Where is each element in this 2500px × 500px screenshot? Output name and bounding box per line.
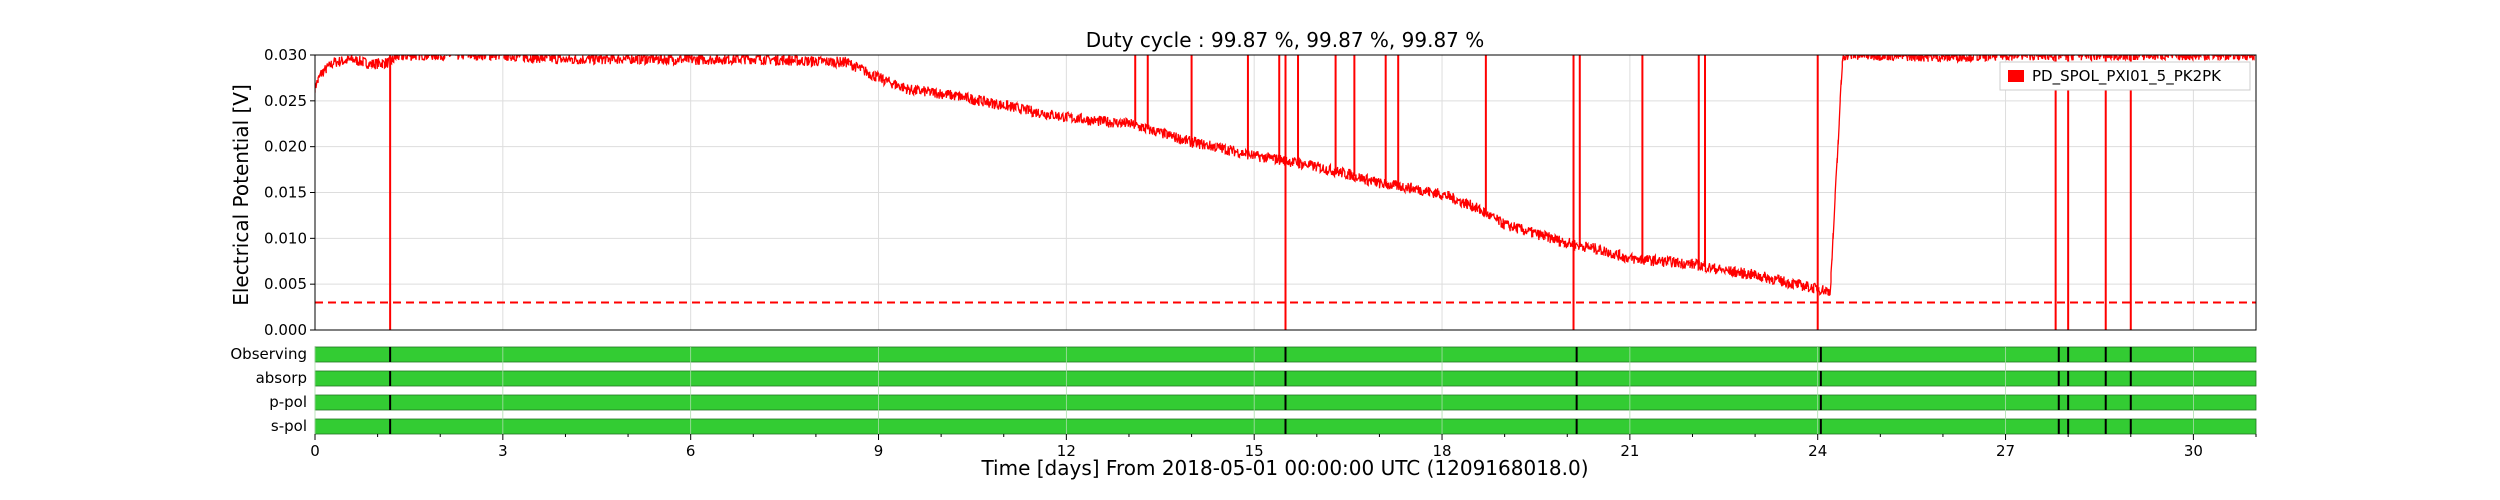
y-axis-label: Electrical Potential [V] — [229, 84, 253, 306]
legend-entry: PD_SPOL_PXI01_5_PK2PK — [2032, 67, 2222, 86]
x-tick-label: 15 — [1245, 442, 1264, 460]
x-tick-label: 9 — [874, 442, 884, 460]
legend-box — [1999, 61, 2251, 91]
y-tick-label: 0.015 — [264, 184, 307, 202]
y-tick-label: 0.000 — [264, 321, 307, 339]
y-tick-label: 0.020 — [264, 138, 307, 156]
x-tick-label: 3 — [498, 442, 508, 460]
y-tick-label: 0.025 — [264, 92, 307, 110]
x-tick-label: 0 — [310, 442, 320, 460]
segment-row-label: absorp — [256, 369, 307, 387]
y-tick-label: 0.030 — [264, 46, 307, 64]
segment-row-label: Observing — [230, 345, 307, 363]
x-tick-label: 6 — [686, 442, 696, 460]
main-plot-area: 0.000 0.005 0.010 0.015 0.020 0.025 0.030 — [264, 46, 2257, 339]
legend: PD_SPOL_PXI01_5_PK2PK — [1999, 61, 2251, 91]
segment-row-label: s-pol — [271, 417, 307, 435]
legend-swatch — [2008, 70, 2024, 82]
y-tick-label: 0.005 — [264, 275, 307, 293]
x-tick-label: 18 — [1432, 442, 1451, 460]
x-tick-label: 24 — [1808, 442, 1827, 460]
x-tick-label: 21 — [1620, 442, 1639, 460]
chart-title: Duty cycle : 99.87 %, 99.87 %, 99.87 % — [1086, 28, 1485, 52]
segment-row-label: p-pol — [269, 393, 307, 411]
series-group — [315, 55, 2256, 330]
x-axis-label: Time [days] From 2018-05-01 00:00:00 UTC… — [980, 456, 1588, 480]
x-tick-label: 27 — [1996, 442, 2015, 460]
y-tick-label: 0.010 — [264, 229, 307, 247]
x-tick-label: 30 — [2184, 442, 2203, 460]
x-tick-label: 12 — [1057, 442, 1076, 460]
